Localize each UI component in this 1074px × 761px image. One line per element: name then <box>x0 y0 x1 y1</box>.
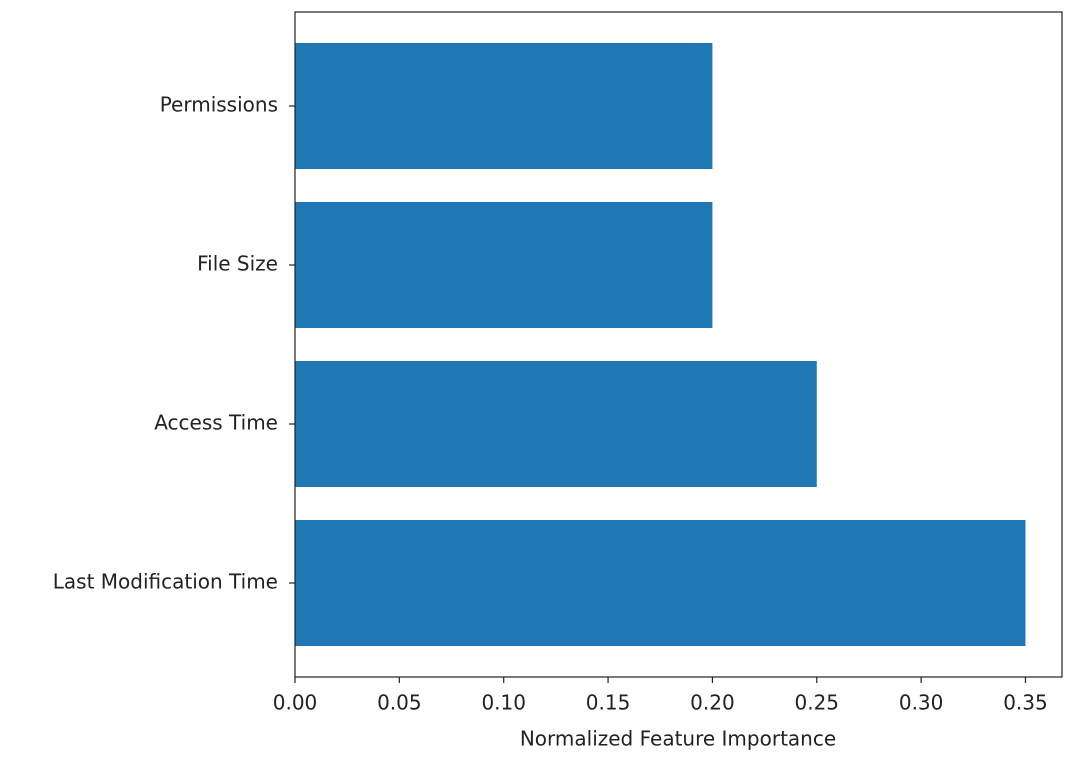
bar <box>295 361 817 487</box>
x-axis-label: Normalized Feature Importance <box>520 727 836 751</box>
bar <box>295 43 713 169</box>
y-tick-label: Access Time <box>154 411 278 435</box>
x-tick-label: 0.05 <box>377 691 422 715</box>
x-tick-label: 0.10 <box>481 691 526 715</box>
x-tick-label: 0.25 <box>795 691 840 715</box>
x-tick-label: 0.00 <box>273 691 318 715</box>
y-tick-label: Permissions <box>160 93 278 117</box>
bar <box>295 202 713 328</box>
x-tick-label: 0.15 <box>586 691 631 715</box>
bar <box>295 520 1026 646</box>
y-tick-label: Last Modification Time <box>53 570 278 594</box>
plot-frame <box>294 11 1063 678</box>
y-tick-label: File Size <box>197 252 278 276</box>
x-tick-label: 0.20 <box>690 691 735 715</box>
x-tick-label: 0.30 <box>899 691 944 715</box>
x-tick-label: 0.35 <box>1003 691 1048 715</box>
